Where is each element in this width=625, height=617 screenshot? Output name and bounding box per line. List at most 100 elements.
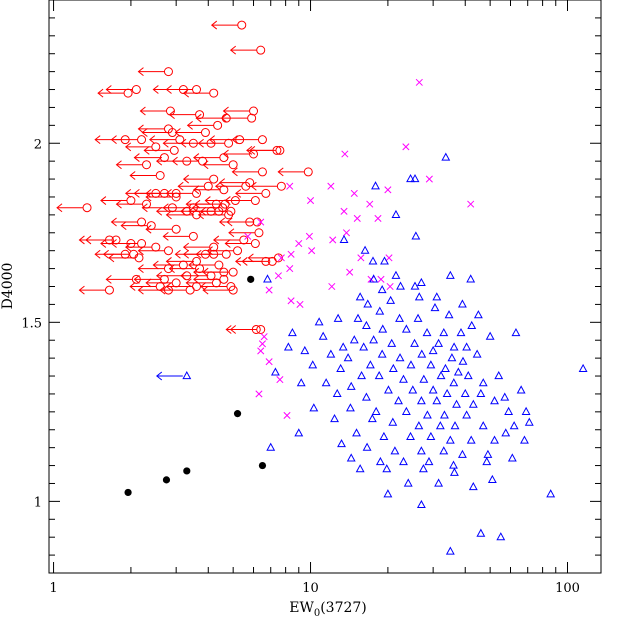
open-triangle-point (410, 338, 420, 347)
upper-limit-arrowhead (202, 267, 209, 277)
upper-limit-arrowhead (110, 217, 117, 227)
open-triangle-point (468, 399, 478, 408)
open-triangle-point (300, 345, 310, 355)
open-triangle-point (435, 421, 445, 430)
open-triangle-point (395, 313, 404, 322)
upper-limit-arrowhead (197, 138, 204, 148)
open-circle-point (257, 167, 267, 177)
upper-limit-arrowhead (195, 113, 202, 123)
cross-point (306, 196, 315, 205)
open-triangle-point (283, 342, 293, 351)
upper-limit-arrowhead (156, 206, 163, 216)
upper-limit-arrowhead (177, 181, 184, 191)
upper-limit-arrowhead (171, 156, 178, 166)
open-circle-point (137, 239, 147, 249)
x-axis-label-subscript: 0 (314, 608, 320, 617)
upper-limit-arrowhead (149, 135, 156, 145)
open-circle-point (254, 228, 264, 238)
cross-point (346, 268, 354, 276)
open-triangle-point (386, 295, 396, 304)
upper-limit-arrowhead (100, 196, 107, 205)
open-circle-point (151, 142, 161, 152)
open-triangle-point (338, 342, 348, 351)
upper-limit-arrowhead (180, 271, 187, 281)
open-circle-point (211, 278, 221, 288)
cross-point (286, 265, 294, 273)
upper-limit-arrowhead (97, 88, 104, 98)
open-triangle-point (406, 174, 415, 183)
open-triangle-point (463, 370, 473, 380)
open-circle-point (155, 170, 165, 180)
open-triangle-point (368, 256, 378, 265)
open-circle-point (209, 88, 219, 98)
open-triangle-point (449, 460, 458, 469)
open-circle-point (233, 246, 243, 256)
cross-point (353, 214, 361, 223)
open-triangle-point (326, 349, 336, 358)
upper-limit-arrowhead (129, 171, 136, 180)
cross-point (384, 186, 392, 194)
open-triangle-point (516, 385, 526, 394)
upper-limit-arrowhead (224, 239, 231, 248)
open-triangle-point (346, 453, 356, 462)
upper-limit-arrowhead (94, 249, 101, 259)
cross-point (342, 229, 351, 237)
open-triangle-point (524, 417, 534, 426)
cross-point (374, 214, 382, 223)
open-triangle-point (375, 456, 385, 466)
upper-limit-arrowhead (193, 267, 200, 277)
upper-limit-arrowhead (277, 167, 284, 177)
open-triangle-point (296, 378, 306, 387)
upper-limit-arrowhead (125, 242, 132, 252)
tick-labels: 1 10 100 1 1.5 2 (21, 137, 580, 596)
cross-point (340, 207, 348, 215)
open-triangle-point (482, 456, 492, 466)
open-circle-point (151, 242, 161, 252)
open-triangle-point (377, 285, 387, 294)
open-triangle-point (406, 360, 416, 369)
upper-limit-arrowhead (226, 217, 233, 227)
open-triangle-point (434, 338, 444, 347)
open-triangle-point (182, 370, 192, 380)
open-triangle-point (391, 270, 401, 279)
upper-limit-arrowhead (78, 285, 85, 295)
upper-limit-arrowhead (210, 20, 218, 30)
open-triangle-point (456, 328, 466, 337)
x-axis-label: EW0(3727) (289, 600, 367, 617)
open-triangle-point (439, 446, 449, 455)
cross-point (305, 232, 313, 240)
upper-limit-arrowhead (180, 206, 187, 216)
upper-limit-arrowhead (129, 282, 136, 291)
open-circle-point (185, 285, 195, 295)
upper-limit-arrowhead (186, 120, 193, 130)
data-points (56, 20, 588, 555)
open-circle-point (247, 113, 257, 123)
open-circle-point (228, 160, 238, 170)
open-triangle-point (357, 370, 367, 380)
open-triangle-point (369, 335, 379, 344)
upper-limit-arrowhead (165, 257, 172, 266)
open-triangle-point (382, 464, 392, 473)
upper-limit-arrowhead (188, 260, 195, 270)
upper-limit-arrowhead (115, 160, 122, 170)
open-triangle-point (309, 403, 319, 412)
open-triangle-point (346, 381, 356, 390)
upper-limit-arrowhead (162, 138, 169, 148)
open-triangle-point (410, 281, 420, 290)
upper-limit-arrowhead (120, 221, 127, 231)
open-triangle-point (343, 353, 353, 362)
upper-limit-arrowhead (125, 188, 132, 198)
upper-limit-arrowhead (235, 257, 242, 266)
open-circle-point (192, 85, 202, 95)
open-triangle-point (462, 410, 472, 419)
open-triangle-point (359, 342, 369, 351)
open-triangle-point (432, 292, 442, 301)
upper-limit-arrowhead (139, 106, 146, 116)
open-triangle-point (511, 328, 521, 337)
upper-limit-arrowhead (110, 239, 117, 248)
open-triangle-point (330, 413, 339, 423)
open-triangle-point (441, 363, 450, 372)
open-triangle-point (442, 388, 452, 398)
open-triangle-point (520, 435, 529, 444)
